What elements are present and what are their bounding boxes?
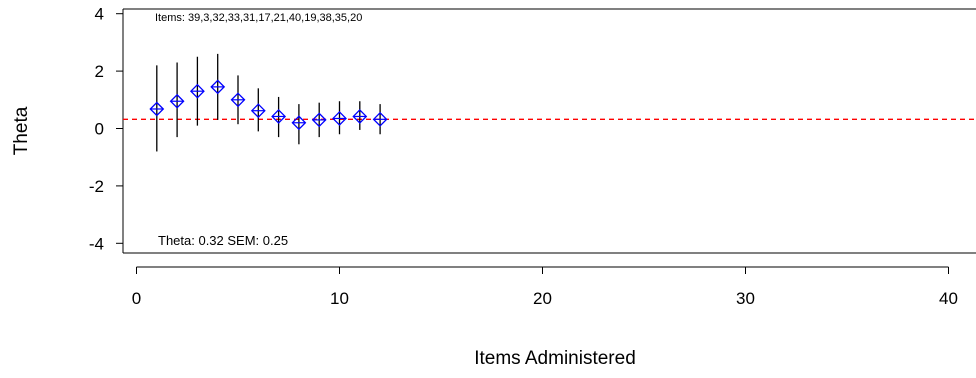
y-tick-label: -2 (89, 177, 104, 196)
x-tick-label: 40 (939, 289, 958, 308)
theta-marker (372, 111, 388, 127)
theta-sem-annotation: Theta: 0.32 SEM: 0.25 (158, 233, 288, 248)
theta-marker (271, 109, 287, 124)
y-tick-label: 2 (95, 62, 104, 81)
x-tick-label: 0 (132, 289, 141, 308)
theta-marker (332, 111, 347, 126)
theta-marker (210, 79, 226, 95)
theta-marker-diamond (230, 92, 246, 108)
theta-marker-diamond (169, 93, 185, 109)
x-tick-label: 10 (330, 289, 349, 308)
theta-markers (149, 79, 388, 131)
theta-marker (291, 115, 307, 131)
x-tick-label: 20 (533, 289, 552, 308)
x-tick-label: 30 (736, 289, 755, 308)
theta-marker-diamond (189, 83, 205, 99)
y-tick-label: -4 (89, 234, 104, 253)
theta-marker-diamond (332, 111, 347, 126)
theta-marker (189, 83, 205, 99)
theta-marker (169, 93, 185, 109)
y-axis: 4 2 0 -2 -4 (89, 5, 124, 253)
theta-marker (250, 103, 266, 119)
theta-marker-diamond (311, 112, 327, 128)
theta-marker (311, 112, 327, 128)
theta-marker-diamond (149, 101, 165, 117)
theta-marker (230, 92, 246, 108)
theta-marker-diamond (250, 103, 266, 119)
x-axis-title: Items Administered (474, 348, 636, 369)
y-tick-label: 4 (95, 5, 104, 24)
y-axis-title: Theta (11, 106, 32, 155)
theta-marker-diamond (352, 109, 368, 124)
theta-marker-diamond (210, 79, 226, 95)
theta-marker-diamond (271, 109, 287, 124)
theta-marker (149, 101, 165, 117)
theta-marker-diamond (372, 111, 388, 127)
error-bars (156, 53, 381, 152)
theta-marker-diamond (291, 115, 307, 131)
theta-marker (352, 109, 368, 124)
x-axis: 0 10 20 30 40 (132, 266, 958, 308)
items-annotation: Items: 39,3,32,33,31,17,21,40,19,38,35,2… (155, 12, 362, 24)
y-tick-label: 0 (95, 120, 104, 139)
